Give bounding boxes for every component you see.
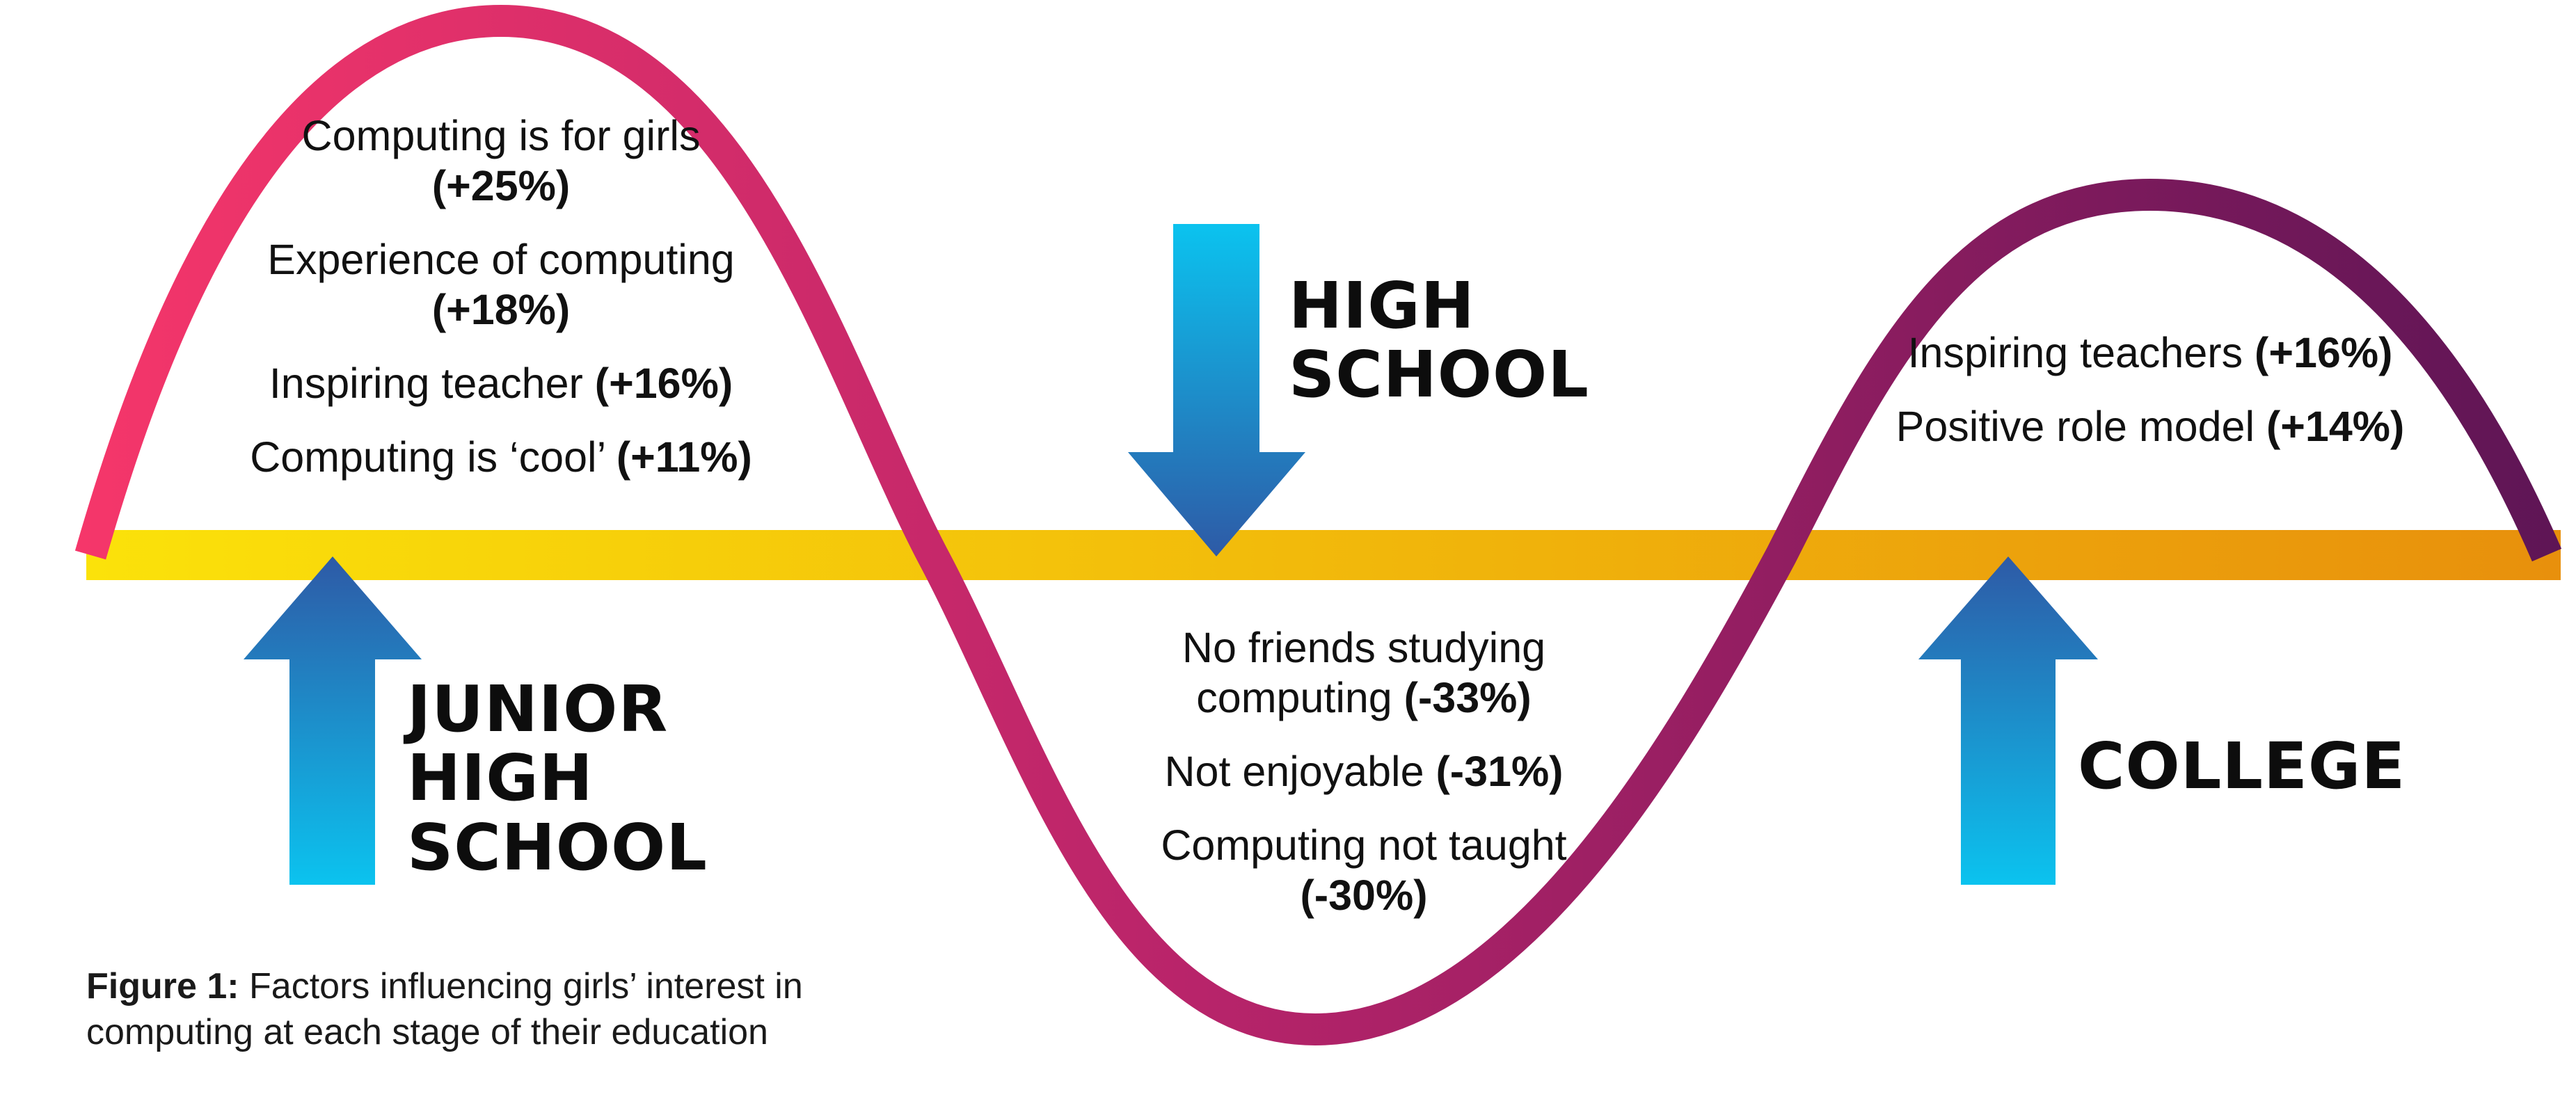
high-school-arrow-icon	[1128, 224, 1305, 556]
factor-percentage: (-30%)	[1300, 871, 1428, 919]
junior-high-arrow-icon	[244, 556, 422, 885]
factor-item: Experience of computing (+18%)	[237, 235, 765, 335]
junior-high-factors: Computing is for girls (+25%) Experience …	[237, 111, 765, 506]
timeline-band	[86, 530, 2561, 580]
factor-percentage: (+18%)	[431, 285, 571, 333]
stage-label-line: HIGH	[1289, 268, 1475, 343]
high-school-factors: No friends studying computing (-33%) Not …	[1120, 623, 1607, 945]
factor-item: Computing is for girls (+25%)	[237, 111, 765, 211]
factor-item: Positive role model (+14%)	[1872, 402, 2428, 452]
factor-item: Computing not taught (-30%)	[1120, 821, 1607, 921]
factor-text: Experience of computing	[267, 235, 735, 283]
college-arrow-icon	[1918, 556, 2098, 885]
caption-text: Factors influencing girls’ interest in c…	[86, 966, 803, 1052]
stage-label-line: COLLEGE	[2078, 729, 2406, 803]
factor-percentage: (+11%)	[616, 433, 752, 481]
factor-text: Inspiring teachers	[1907, 329, 2255, 376]
factor-percentage: (+16%)	[594, 359, 733, 407]
factor-percentage: (+25%)	[431, 161, 571, 209]
factor-text: No friends studying computing	[1182, 624, 1546, 721]
college-factors: Inspiring teachers (+16%) Positive role m…	[1872, 328, 2428, 476]
stage-label-line: SCHOOL	[1289, 337, 1589, 412]
stage-label-line: JUNIOR	[407, 672, 669, 746]
factor-text: Positive role model	[1895, 402, 2266, 450]
factor-percentage: (+14%)	[2266, 402, 2405, 450]
figure-caption: Figure 1: Factors influencing girls’ int…	[86, 964, 921, 1055]
factor-percentage: (+16%)	[2255, 329, 2393, 376]
factor-percentage: (-31%)	[1436, 747, 1564, 795]
factor-percentage: (-33%)	[1404, 673, 1532, 721]
factor-text: Computing is for girls	[301, 112, 701, 159]
stage-label-line: HIGH	[407, 741, 594, 816]
factor-text: Computing is ‘cool’	[250, 433, 617, 481]
factor-item: No friends studying computing (-33%)	[1120, 623, 1607, 723]
factor-item: Inspiring teacher (+16%)	[237, 359, 765, 409]
factor-text: Not enjoyable	[1164, 747, 1436, 795]
factor-text: Inspiring teacher	[269, 359, 595, 407]
caption-label: Figure 1:	[86, 966, 239, 1006]
stage-label-high-school: HIGH SCHOOL	[1289, 271, 1589, 410]
factor-item: Inspiring teachers (+16%)	[1872, 328, 2428, 378]
stage-label-college: COLLEGE	[2078, 732, 2406, 801]
stage-label-line: SCHOOL	[407, 810, 708, 885]
stage-label-junior-high: JUNIOR HIGH SCHOOL	[407, 675, 708, 882]
factor-text: Computing not taught	[1161, 821, 1567, 869]
factor-item: Computing is ‘cool’ (+11%)	[237, 433, 765, 483]
factor-item: Not enjoyable (-31%)	[1120, 747, 1607, 797]
interest-wave	[74, 4, 2562, 1046]
